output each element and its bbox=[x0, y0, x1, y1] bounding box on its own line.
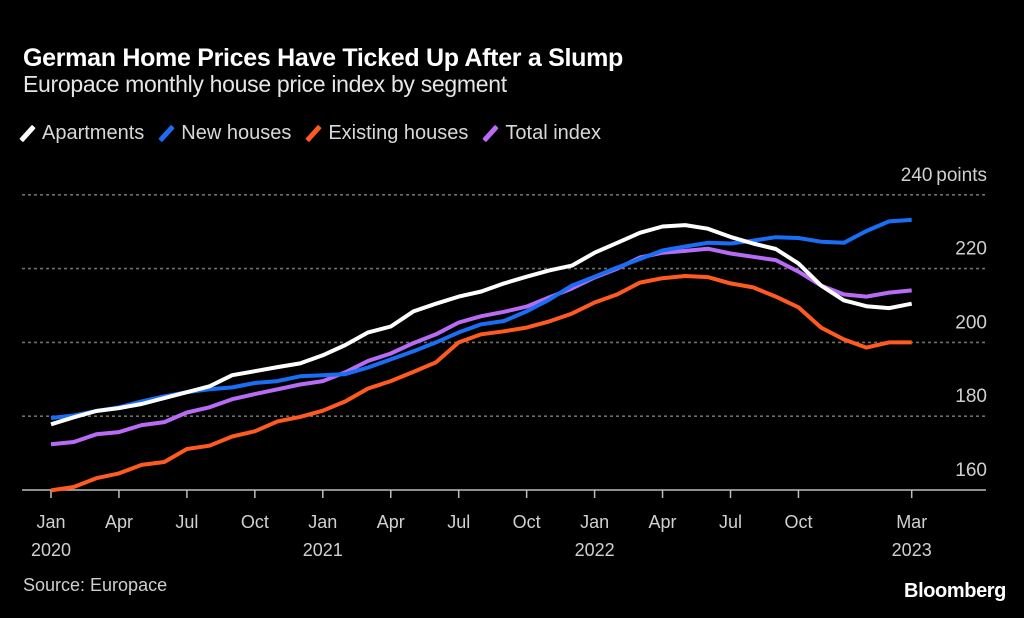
x-tick-label: Apr bbox=[377, 512, 405, 532]
x-axis: Jan 2020 Apr Jul Oct Jan 2021 Apr Jul Oct Jan 2022 A… bbox=[22, 489, 986, 560]
legend-item-apartments: Apartments bbox=[19, 122, 145, 145]
y-tick-label: 180 bbox=[955, 386, 987, 407]
series-line-new-houses bbox=[50, 217, 912, 420]
x-tick-label: Apr bbox=[649, 512, 677, 532]
y-axis: 160 180 200 220 240 points bbox=[901, 165, 987, 481]
legend-item-existing-houses: Existing houses bbox=[305, 122, 469, 145]
series-line-total-index bbox=[50, 246, 912, 447]
y-tick-label: 240 points bbox=[901, 165, 987, 186]
legend-label: Apartments bbox=[42, 122, 145, 144]
legend: Apartments New houses Existing houses To… bbox=[19, 122, 617, 145]
x-tick-year-label: 2022 bbox=[575, 540, 615, 560]
series-lines bbox=[50, 217, 913, 493]
x-tick-year-label: 2023 bbox=[892, 540, 932, 560]
x-tick-year-label: 2020 bbox=[31, 540, 71, 560]
source-note: Source: Europace bbox=[23, 575, 168, 595]
x-tick-label: Mar bbox=[896, 512, 927, 532]
series-line-existing-houses bbox=[50, 274, 912, 493]
x-tick-label: Oct bbox=[784, 512, 812, 532]
x-tick-label: Jan bbox=[36, 512, 65, 532]
y-tick-label: 220 bbox=[955, 239, 987, 260]
series-line-apartments bbox=[50, 223, 913, 427]
chart-subtitle: Europace monthly house price index by se… bbox=[23, 71, 507, 97]
bloomberg-logo: Bloomberg bbox=[904, 580, 1006, 602]
x-tick-label: Jul bbox=[175, 512, 198, 532]
legend-item-total-index: Total index bbox=[482, 122, 602, 145]
chart-title: German Home Prices Have Ticked Up After … bbox=[23, 44, 624, 72]
x-tick-year-label: 2021 bbox=[303, 540, 343, 560]
y-tick-label: 160 bbox=[955, 460, 987, 481]
x-tick-label: Jul bbox=[447, 512, 470, 532]
x-tick-label: Oct bbox=[513, 512, 541, 532]
y-tick-label: 200 bbox=[955, 312, 987, 333]
legend-label: Total index bbox=[505, 122, 602, 144]
legend-label: Existing houses bbox=[328, 122, 469, 144]
x-tick-label: Jan bbox=[580, 512, 609, 532]
x-tick-label: Jul bbox=[719, 512, 742, 532]
x-tick-label: Apr bbox=[105, 512, 133, 532]
x-tick-label: Oct bbox=[241, 512, 269, 532]
legend-label: New houses bbox=[181, 122, 292, 144]
gridlines bbox=[22, 194, 986, 418]
legend-item-new-houses: New houses bbox=[158, 122, 292, 145]
x-tick-label: Jan bbox=[308, 512, 337, 532]
